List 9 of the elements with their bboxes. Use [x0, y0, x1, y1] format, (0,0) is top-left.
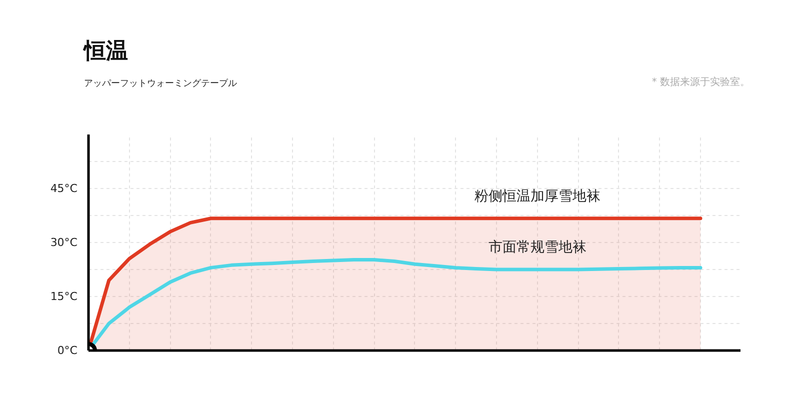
series-label: 粉侧恒温加厚雪地袜 — [474, 188, 600, 204]
y-tick-label: 0°C — [57, 344, 78, 357]
y-tick-label: 30°C — [50, 236, 78, 249]
y-tick-label: 15°C — [50, 290, 78, 303]
text: * 数据来源于实验室。 — [652, 76, 750, 90]
series-label: 市面常规雪地袜 — [488, 240, 586, 256]
chart-title: 恒温 — [84, 38, 128, 66]
chart-subtitle: アッパーフットウォーミングテーブル — [84, 78, 237, 91]
y-tick-label: 45°C — [50, 182, 78, 195]
